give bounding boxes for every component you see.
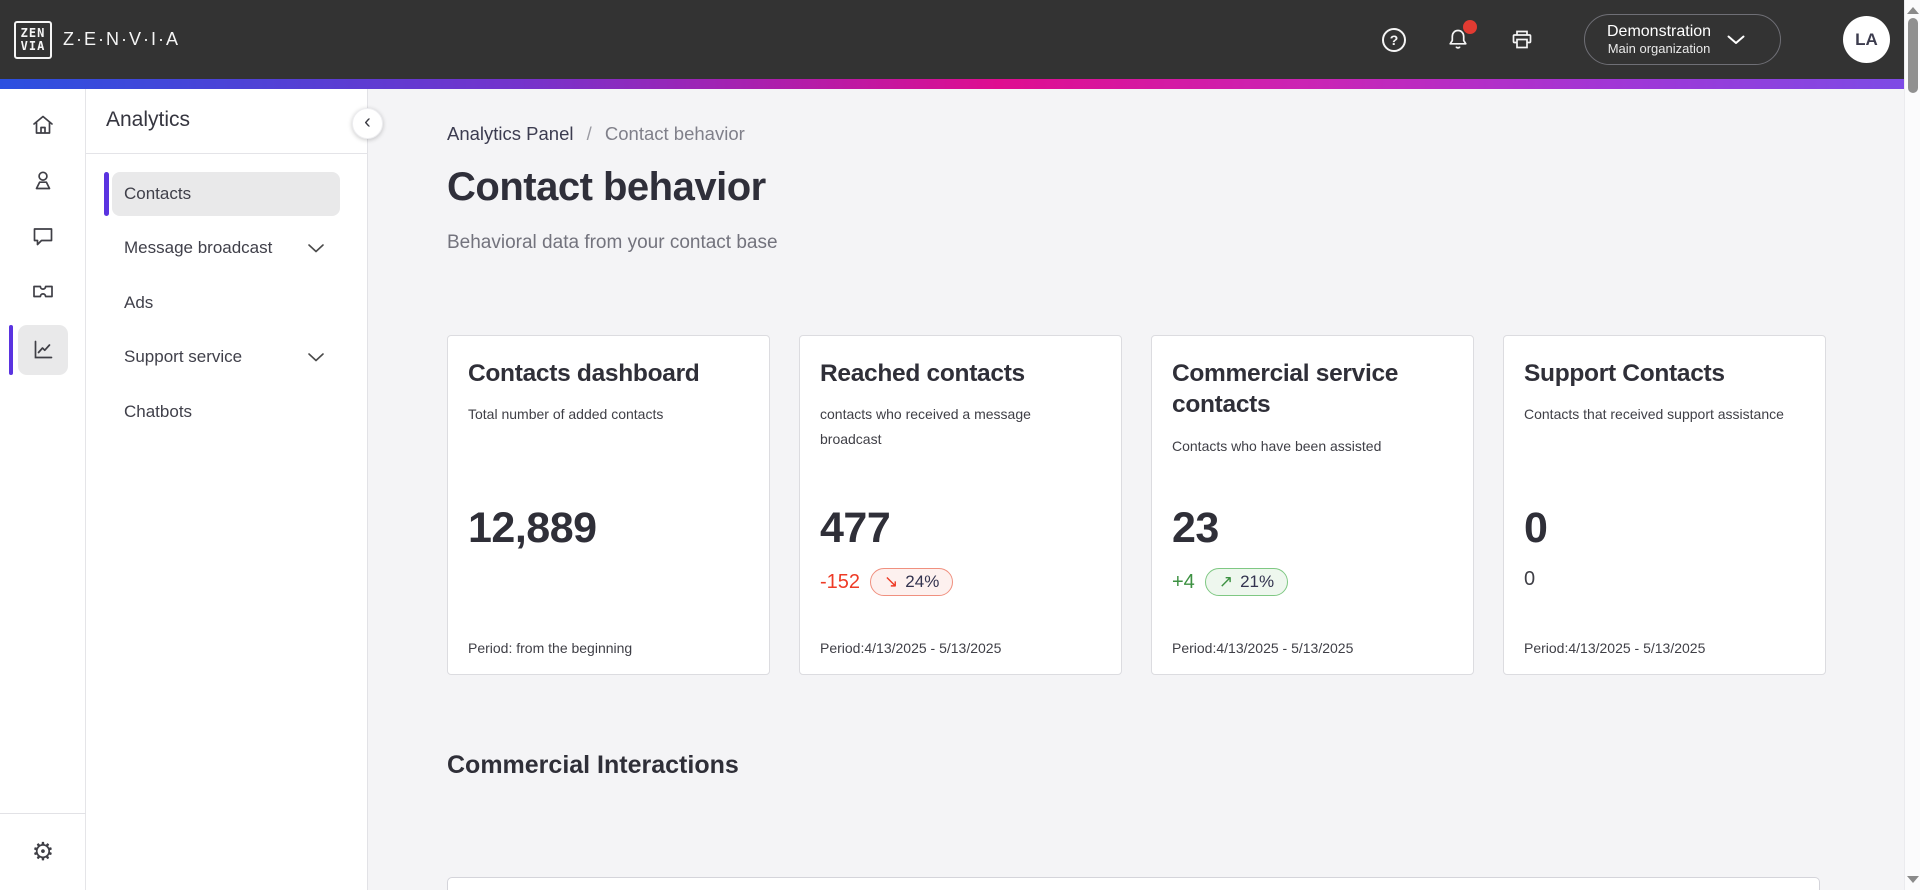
main-content: Analytics Panel / Contact behavior Conta… (368, 89, 1904, 890)
trend-percent: 24% (905, 572, 940, 591)
kpi-cards-row: Contacts dashboard Total number of added… (447, 335, 1826, 675)
vertical-scrollbar[interactable] (1904, 0, 1920, 890)
bell-icon (1449, 29, 1467, 49)
sidebar-item-conversations[interactable] (0, 209, 86, 265)
active-indicator (9, 325, 13, 375)
card-contacts-dashboard: Contacts dashboard Total number of added… (447, 335, 770, 675)
menu-item-message-broadcast[interactable]: Message broadcast (112, 226, 340, 270)
zenvia-logo: ZEN VIA Z·E·N·V·I·A (14, 20, 180, 59)
menu-item-label: Contacts (124, 184, 192, 203)
trend-badge-up: ↗ 21% (1204, 568, 1289, 596)
icon-rail: ⚙ (0, 89, 86, 890)
active-background (18, 325, 68, 375)
card-title: Support Contacts (1524, 360, 1725, 387)
analytics-menu-panel: Analytics ‹ Contacts Message broadcast A… (86, 89, 383, 890)
sidebar-item-tickets[interactable] (0, 264, 86, 320)
scroll-up-arrow[interactable] (1907, 7, 1919, 14)
card-description: contacts who received a message broadcas… (820, 406, 1031, 447)
trend-percent: 21% (1240, 572, 1275, 591)
menu-item-label: Chatbots (124, 402, 193, 421)
card-title: Reached contacts (820, 360, 1025, 387)
trend-down-arrow-icon: ↘ (884, 572, 899, 591)
rail-divider (0, 813, 86, 814)
chevron-left-icon: ‹ (364, 111, 371, 133)
notifications-button[interactable] (1444, 19, 1477, 54)
menu-item-contacts[interactable]: Contacts (112, 172, 340, 216)
person-icon (35, 171, 51, 190)
card-title: Contacts dashboard (468, 360, 700, 387)
scroll-down-arrow[interactable] (1907, 876, 1919, 883)
brand-gradient-bar (0, 79, 1920, 89)
section-heading-commercial-interactions: Commercial Interactions (447, 751, 739, 779)
menu-item-support-service[interactable]: Support service (112, 335, 340, 379)
card-period: Period:4/13/2025 - 5/13/2025 (1172, 640, 1354, 656)
delta-value: -152 (820, 570, 861, 593)
help-button[interactable]: ? (1380, 26, 1408, 54)
card-description: Total number of added contacts (468, 406, 664, 423)
breadcrumb-separator: / (586, 123, 592, 144)
card-commercial-service-contacts: Commercial service contacts Contacts who… (1151, 335, 1474, 675)
menu-item-label: Support service (124, 347, 243, 366)
menu-item-chatbots[interactable]: Chatbots (112, 390, 340, 434)
logo-text-top: ZEN (20, 25, 46, 40)
zenvia-logo-icon: ZEN VIA (14, 20, 52, 59)
notification-badge (1463, 19, 1477, 34)
chevron-down-icon (308, 243, 324, 252)
print-button[interactable] (1508, 26, 1536, 54)
card-description: Contacts who have been assisted (1172, 437, 1382, 454)
trend-badge-down: ↘ 24% (870, 568, 954, 596)
commercial-interactions-card (447, 877, 1820, 890)
brand-name: Z·E·N·V·I·A (63, 29, 180, 49)
gear-icon: ⚙ (31, 837, 55, 866)
delta-value: +4 (1172, 570, 1195, 593)
sidebar-item-contacts[interactable] (0, 153, 86, 209)
breadcrumb-analytics-panel[interactable]: Analytics Panel (447, 123, 574, 144)
card-value: 0 (1524, 504, 1548, 552)
panel-title: Analytics (106, 108, 191, 131)
card-support-contacts: Support Contacts Contacts that received … (1503, 335, 1826, 675)
menu-item-label: Ads (124, 293, 154, 312)
card-period: Period: from the beginning (468, 640, 633, 656)
breadcrumb-current: Contact behavior (604, 123, 745, 144)
delta-value: 0 (1524, 568, 1536, 590)
chevron-down-icon (308, 352, 324, 361)
ticket-icon (33, 285, 53, 298)
organization-name: Demonstration (1607, 23, 1712, 40)
card-period: Period:4/13/2025 - 5/13/2025 (820, 640, 1002, 656)
card-description: Contacts that received support assistanc… (1524, 406, 1784, 423)
organization-selector[interactable]: Demonstration Main organization (1584, 14, 1781, 65)
page-title: Contact behavior (447, 165, 766, 209)
organization-sub: Main organization (1607, 41, 1711, 56)
card-value: 23 (1172, 504, 1219, 552)
card-period: Period:4/13/2025 - 5/13/2025 (1524, 640, 1706, 656)
breadcrumb: Analytics Panel / Contact behavior (447, 123, 745, 145)
chat-bubble-icon (33, 228, 53, 246)
sidebar-item-settings[interactable]: ⚙ (0, 824, 86, 880)
card-delta-row: -152 ↘ 24% (820, 568, 954, 596)
line-chart-icon (34, 340, 53, 359)
card-value: 12,889 (468, 504, 597, 552)
sidebar-item-home[interactable] (0, 97, 86, 153)
card-delta-row: +4 ↗ 21% (1172, 568, 1289, 596)
card-title: Commercial service contacts (1172, 360, 1399, 419)
menu-item-ads[interactable]: Ads (112, 281, 340, 325)
chevron-down-icon (1727, 35, 1745, 44)
user-avatar[interactable]: LA (1843, 16, 1890, 63)
home-icon (33, 115, 53, 134)
scrollbar-thumb[interactable] (1908, 18, 1918, 93)
logo-text-bottom: VIA (20, 38, 46, 53)
card-delta-row: 0 (1524, 568, 1535, 591)
top-bar: ZEN VIA Z·E·N·V·I·A ? Demonstration (0, 0, 1920, 79)
card-value: 477 (820, 504, 891, 552)
printer-icon (1512, 30, 1532, 48)
panel-divider (86, 153, 368, 154)
help-icon: ? (1382, 27, 1406, 52)
page-subtitle: Behavioral data from your contact base (447, 232, 778, 253)
collapse-panel-button[interactable]: ‹ (352, 108, 383, 139)
menu-active-indicator (104, 172, 109, 216)
menu-item-label: Message broadcast (124, 238, 273, 257)
trend-up-arrow-icon: ↗ (1218, 572, 1234, 591)
sidebar-item-analytics[interactable] (0, 322, 86, 378)
card-reached-contacts: Reached contacts contacts who received a… (799, 335, 1122, 675)
